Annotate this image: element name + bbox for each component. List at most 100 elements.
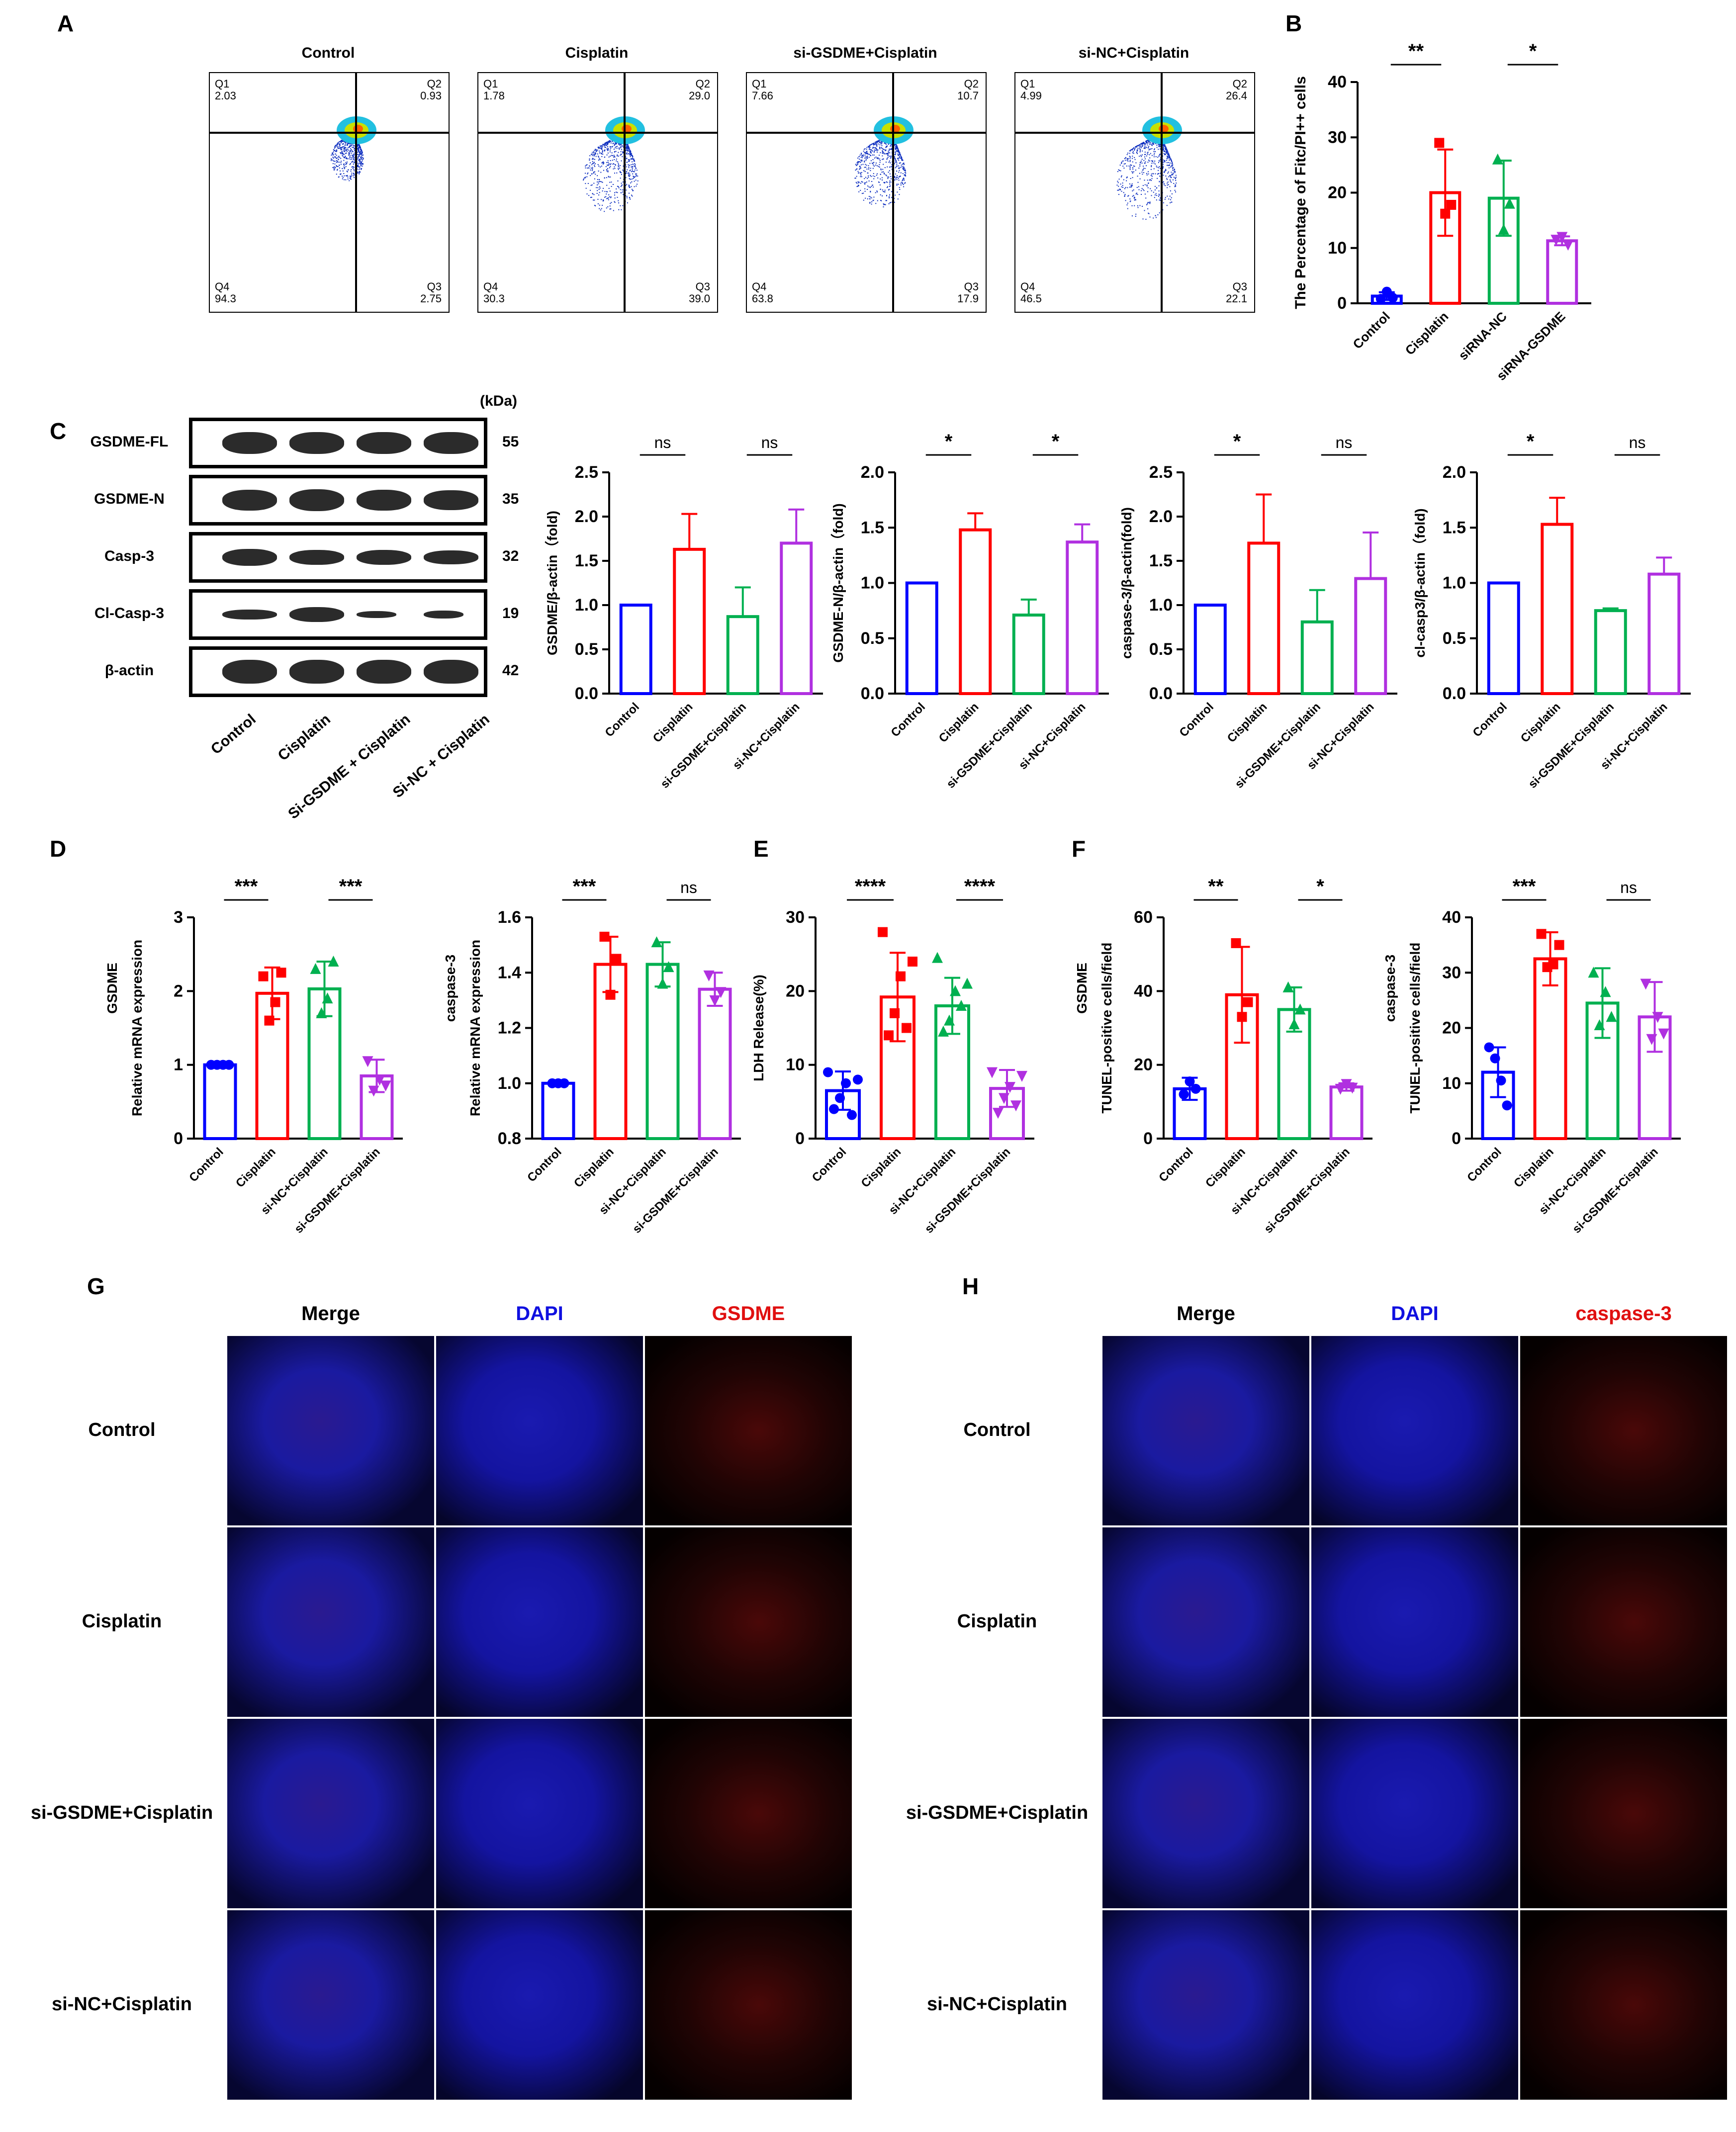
y-tick-label: 3	[174, 908, 183, 927]
quadrant-q1-value: 1.78	[483, 89, 505, 102]
if-column-header: Merge	[1177, 1303, 1235, 1325]
panel-label-e: E	[753, 836, 769, 862]
y-tick-label: 10	[1328, 239, 1347, 258]
if-column-header: caspase-3	[1575, 1303, 1672, 1325]
x-tick-label: Cisplatin	[1511, 1145, 1556, 1190]
significance-label: ns	[654, 434, 671, 451]
protein-band	[357, 611, 396, 618]
blot-kda-value: 32	[502, 548, 519, 564]
fluorescence-image	[1519, 1909, 1728, 2101]
panel-label-g: G	[87, 1273, 105, 1299]
y-axis-label: The Percentage of Fitc/PI++ cells	[1292, 76, 1309, 309]
data-point	[1554, 940, 1564, 950]
y-tick-label: 0.5	[861, 629, 884, 648]
quadrant-q2-value: 29.0	[689, 89, 710, 102]
protein-band	[289, 550, 344, 565]
y-tick-label: 1.0	[1443, 574, 1466, 593]
y-axis-label: GSDME/β-actin（fold)	[544, 511, 560, 655]
group-label: caspase-3	[1382, 955, 1398, 1022]
bar	[905, 581, 938, 695]
y-tick-label: 0.0	[1443, 684, 1466, 703]
quadrant-q2-value: 10.7	[957, 89, 979, 102]
x-tick-label: Cisplatin	[650, 700, 696, 745]
bar-chart-c2: 0.0 0.5 1.0 1.5 2.0 GSDME-N/β-actin（fold) Cont…	[830, 431, 1109, 791]
significance-label: ns	[761, 434, 778, 451]
significance-label: *	[1052, 431, 1060, 452]
y-axis-label: Relative mRNA expression	[467, 940, 483, 1116]
x-tick-label: Control	[186, 1145, 226, 1184]
data-point	[663, 961, 674, 973]
bar	[1647, 572, 1681, 695]
data-point	[1658, 1028, 1669, 1040]
data-point	[956, 1000, 967, 1011]
significance-label: ns	[1620, 879, 1637, 896]
data-point	[1440, 208, 1451, 219]
if-row-label: si-GSDME+Cisplatin	[30, 1802, 213, 1823]
quadrant-q3-value: 17.9	[957, 292, 979, 305]
significance-label: ***	[235, 876, 258, 897]
data-point	[999, 1093, 1009, 1104]
fluorescence-image	[435, 1909, 644, 2101]
y-tick-label: 0.5	[1443, 629, 1466, 648]
y-tick-label: 0	[1143, 1129, 1153, 1148]
flow-plot: Q1 1.78 Q2 29.0 Q4 30.3 Q3 39.0	[477, 72, 718, 313]
flow-panel-title: Control	[301, 45, 355, 61]
data-point	[1504, 197, 1515, 209]
y-tick-label: 2.0	[861, 463, 884, 482]
blot-lane-frame	[189, 532, 487, 583]
panel-label-b: B	[1285, 10, 1302, 36]
fluorescence-image	[644, 1526, 853, 1718]
significance-label: *	[1316, 876, 1324, 897]
significance-label: **	[1208, 876, 1224, 897]
x-tick-label: siRNA-NC	[1456, 309, 1510, 363]
flow-panel-title: Cisplatin	[565, 45, 629, 61]
data-point	[1606, 1011, 1617, 1022]
fluorescence-image	[644, 1718, 853, 1909]
y-tick-label: 40	[1134, 981, 1153, 1000]
x-tick-label: Cisplatin	[1518, 700, 1563, 745]
blot-row-label: β-actin	[104, 662, 154, 679]
x-tick-label: Cisplatin	[233, 1145, 278, 1190]
quadrant-q2-value: 26.4	[1226, 89, 1247, 102]
if-column-header: GSDME	[712, 1303, 785, 1325]
bar-chart-f1: 0 20 40 60 TUNEL-positive cells/field GSDME Co…	[1074, 876, 1372, 1236]
y-axis-label: TUNEL-positive cells/field	[1099, 943, 1114, 1114]
flow-panel-title: si-NC+Cisplatin	[1078, 45, 1189, 61]
data-point	[1446, 199, 1457, 210]
quadrant-q3: Q3	[964, 280, 979, 293]
bar	[1594, 609, 1627, 695]
fluorescence-image	[226, 1526, 435, 1718]
y-tick-label: 2.5	[575, 463, 598, 482]
if-row-label: si-NC+Cisplatin	[52, 1994, 192, 2015]
y-tick-label: 1.0	[1149, 596, 1173, 615]
y-tick-label: 1.4	[498, 963, 521, 982]
bar	[1487, 581, 1520, 695]
data-point	[1288, 1018, 1300, 1030]
kda-header: (kDa)	[480, 393, 518, 409]
data-point	[944, 1014, 955, 1026]
fluorescence-image	[1310, 1335, 1519, 1526]
if-row-label: Cisplatin	[82, 1611, 162, 1632]
y-tick-label: 2.0	[1443, 463, 1466, 482]
data-point	[605, 989, 616, 1000]
y-axis-label: cl-casp3/β-actin（fold)	[1412, 508, 1428, 657]
y-tick-label: 2.0	[575, 507, 598, 526]
bar-chart-d2: 0.8 1.0 1.2 1.4 1.6 Relative mRNA expression c…	[443, 876, 741, 1236]
blot-kda-value: 42	[502, 662, 519, 679]
significance-label: ****	[855, 876, 886, 897]
quadrant-q3-value: 22.1	[1226, 292, 1247, 305]
data-point	[1556, 232, 1568, 243]
y-tick-label: 1.0	[575, 596, 598, 615]
data-point	[657, 977, 668, 989]
data-point	[258, 971, 269, 981]
quadrant-vline	[892, 73, 894, 312]
data-point	[709, 995, 721, 1006]
data-point	[310, 963, 321, 974]
blot-lane-frame	[189, 475, 487, 526]
x-tick-label: Cisplatin	[1402, 309, 1452, 358]
data-point	[322, 992, 333, 1004]
y-tick-label: 40	[1328, 73, 1347, 91]
bar	[619, 604, 652, 695]
blot-row-label: Casp-3	[104, 548, 155, 564]
